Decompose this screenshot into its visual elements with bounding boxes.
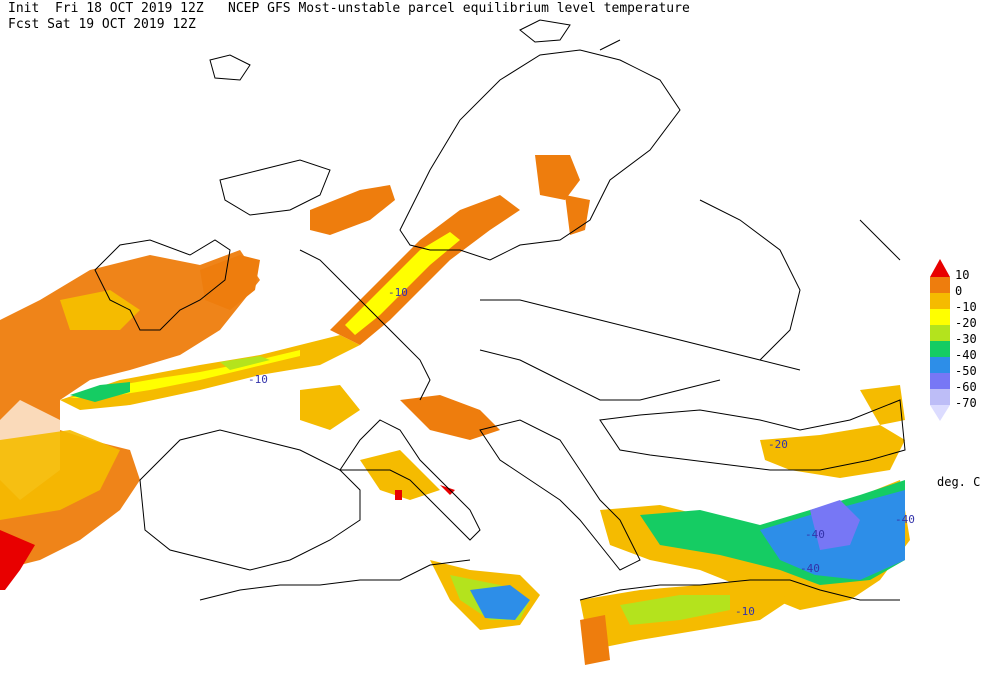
legend-label: -40 (955, 348, 977, 362)
forecast-time: Fcst Sat 19 OCT 2019 12Z (8, 17, 196, 32)
legend-label: -30 (955, 332, 977, 346)
contour-label: -10 (735, 605, 755, 618)
init-time: Init Fri 18 OCT 2019 12Z (8, 1, 204, 16)
uk-orange-field (200, 255, 260, 310)
contour-labels: -10 -10 -20 -40 -40 -40 -10 (248, 286, 915, 618)
contour-label: -10 (388, 286, 408, 299)
finland-orange-field (535, 155, 580, 200)
legend-swatch (930, 325, 950, 341)
legend-entry: -70 (930, 389, 990, 410)
sardinia-red (440, 485, 455, 495)
corsica-red (395, 490, 402, 500)
legend-swatch (930, 357, 950, 373)
legend-entry: -20 (930, 309, 990, 330)
alps-field (400, 395, 500, 440)
legend-label: -60 (955, 380, 977, 394)
front-band-green (70, 382, 130, 402)
shaded-fields (0, 155, 910, 665)
egypt-green (620, 595, 730, 625)
legend-label: -70 (955, 396, 977, 410)
caspian-field (860, 385, 905, 425)
legend-label: 0 (955, 284, 963, 298)
north-sea-field (310, 185, 395, 235)
tunisia-blue (470, 585, 530, 620)
legend-units: deg. C (937, 475, 981, 489)
atlantic-yellow-field (60, 290, 140, 330)
legend-swatch (930, 341, 950, 357)
legend-bottom-arrow (930, 405, 950, 421)
coastlines (94, 19, 906, 601)
legend-entry: -40 (930, 341, 990, 362)
legend-entry: -30 (930, 325, 990, 346)
legend-label: -20 (955, 316, 977, 330)
contour-label: -40 (805, 528, 825, 541)
legend-swatch (930, 293, 950, 309)
legend-entry: 0 (930, 277, 990, 298)
baltic-orange-field (565, 195, 590, 235)
contour-label: -40 (800, 562, 820, 575)
legend-top-arrow (930, 259, 950, 277)
contour-label: -10 (248, 373, 268, 386)
legend-label: -50 (955, 364, 977, 378)
legend-swatch (930, 373, 950, 389)
map-title: NCEP GFS Most-unstable parcel equilibriu… (228, 1, 690, 16)
legend-top-label: 10 (955, 268, 970, 282)
contour-label: -20 (768, 438, 788, 451)
legend-entry: -50 (930, 357, 990, 378)
legend-entry: -10 (930, 293, 990, 314)
legend-swatch (930, 277, 950, 293)
scandi-band-yellow (345, 232, 460, 335)
contour-label: -40 (895, 513, 915, 526)
turkey-purple-field (810, 500, 860, 550)
legend-entry: -60 (930, 373, 990, 394)
front-band-green2 (220, 356, 270, 370)
iberia-field (0, 430, 120, 520)
black-sea-field (760, 425, 905, 478)
legend-swatch (930, 389, 950, 405)
legend-label: -10 (955, 300, 977, 314)
libya-orange (580, 615, 610, 665)
iberia-west-red (0, 530, 35, 590)
legend-swatch (930, 309, 950, 325)
france-field (300, 385, 360, 430)
